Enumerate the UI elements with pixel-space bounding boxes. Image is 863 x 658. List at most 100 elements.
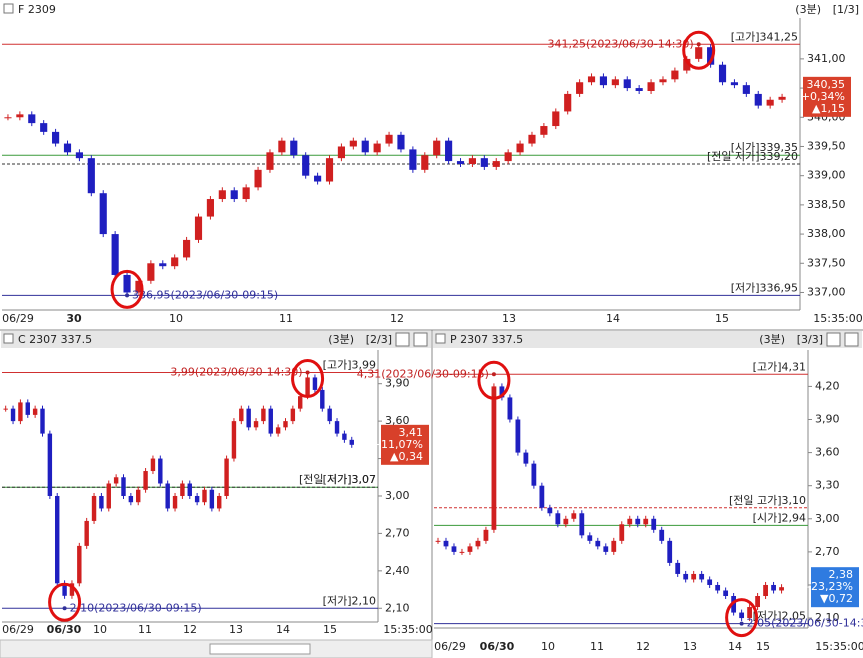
candle bbox=[99, 495, 104, 509]
reference-label: [고가]4,31 bbox=[753, 360, 806, 373]
y-tick-label: 339,50 bbox=[807, 139, 846, 152]
candle bbox=[435, 540, 441, 542]
reference-label: [전일 저가]3,07 bbox=[299, 472, 376, 486]
candle bbox=[55, 495, 60, 584]
y-tick-label: 3,00 bbox=[385, 489, 410, 502]
candle bbox=[504, 152, 512, 162]
candle bbox=[627, 518, 633, 525]
reference-label: [시가]3,07 bbox=[323, 473, 376, 486]
candle bbox=[667, 540, 673, 563]
candle bbox=[611, 79, 619, 86]
reference-label: [전일 저가]339,20 bbox=[707, 149, 798, 163]
candle bbox=[619, 524, 625, 541]
candle bbox=[135, 280, 143, 293]
settings-button[interactable] bbox=[826, 332, 841, 347]
candle bbox=[47, 433, 53, 496]
candle bbox=[349, 439, 354, 445]
reference-label: [저가]2,05 bbox=[753, 610, 806, 623]
candle bbox=[723, 590, 729, 597]
candle bbox=[385, 134, 393, 144]
x-tick-label: 15 bbox=[323, 623, 337, 636]
candle bbox=[492, 161, 500, 167]
note-point bbox=[305, 370, 310, 375]
candle bbox=[571, 513, 577, 519]
candle bbox=[136, 489, 141, 503]
y-tick-label: 338,50 bbox=[807, 198, 846, 211]
time-label: 15:35:00 bbox=[813, 312, 862, 325]
panel-page: [2/3] bbox=[366, 333, 392, 346]
checkbox[interactable] bbox=[3, 333, 14, 344]
candle bbox=[747, 607, 753, 619]
candle bbox=[480, 158, 488, 167]
candle bbox=[10, 408, 16, 422]
y-tick-label: 3,00 bbox=[815, 512, 840, 525]
candle bbox=[314, 175, 322, 182]
highlight-circle bbox=[48, 582, 82, 622]
y-tick-label: 4,20 bbox=[815, 379, 840, 392]
candle bbox=[230, 190, 238, 200]
candle bbox=[409, 149, 417, 170]
badge-change-pct: +11,07% bbox=[372, 438, 423, 451]
candle bbox=[587, 76, 596, 83]
candle bbox=[531, 463, 537, 486]
candle bbox=[40, 408, 45, 434]
candle bbox=[499, 386, 505, 398]
badge-change-pct: -23,23% bbox=[807, 580, 853, 593]
candle bbox=[106, 483, 111, 509]
candle bbox=[635, 518, 641, 525]
candle bbox=[699, 573, 705, 580]
candle bbox=[754, 93, 762, 106]
price-note: 3,99(2023/06/30-14:30) bbox=[170, 365, 302, 378]
candle bbox=[320, 389, 325, 409]
x-tick-label: 10 bbox=[541, 640, 555, 653]
candle bbox=[128, 495, 134, 503]
scroll-thumb[interactable] bbox=[209, 643, 311, 655]
candle bbox=[635, 88, 643, 91]
candle bbox=[84, 520, 89, 546]
x-tick-label: 12 bbox=[390, 312, 404, 325]
candle bbox=[194, 495, 200, 503]
candle bbox=[62, 583, 67, 596]
y-tick-label: 2,70 bbox=[815, 545, 840, 558]
panel-period: (3분) bbox=[328, 333, 354, 346]
candle bbox=[671, 70, 679, 80]
close-button[interactable] bbox=[844, 332, 859, 347]
candle bbox=[695, 47, 703, 59]
candle bbox=[147, 263, 155, 281]
reference-label: [저가]336,95 bbox=[731, 281, 798, 294]
x-tick-label: 14 bbox=[728, 640, 742, 653]
y-tick-label: 3,90 bbox=[815, 413, 840, 426]
settings-button[interactable] bbox=[395, 332, 410, 347]
candle bbox=[224, 458, 229, 496]
candle bbox=[651, 518, 657, 530]
checkbox[interactable] bbox=[3, 3, 14, 14]
candle bbox=[523, 452, 529, 464]
candle bbox=[595, 540, 601, 547]
candle bbox=[77, 545, 82, 584]
candle bbox=[555, 513, 561, 525]
title-bar bbox=[433, 331, 862, 348]
candle bbox=[491, 386, 497, 530]
candle bbox=[451, 546, 457, 552]
candle bbox=[643, 518, 649, 525]
candle bbox=[683, 58, 691, 71]
candle bbox=[675, 562, 681, 574]
candle bbox=[707, 47, 715, 65]
x-tick-label: 11 bbox=[279, 312, 293, 325]
candle bbox=[4, 117, 12, 119]
candle bbox=[159, 263, 167, 267]
candle bbox=[32, 408, 38, 415]
candle bbox=[456, 161, 465, 164]
checkbox[interactable] bbox=[435, 333, 446, 344]
candle bbox=[278, 140, 286, 153]
candle bbox=[445, 140, 453, 162]
y-tick-label: 337,00 bbox=[807, 285, 846, 298]
candle bbox=[564, 93, 572, 112]
close-button[interactable] bbox=[413, 332, 428, 347]
badge-price: 340,35 bbox=[807, 78, 846, 91]
price-note: 2,05(2023/06/30-14:30) bbox=[747, 617, 863, 630]
x-tick-label: 12 bbox=[636, 640, 650, 653]
x-tick-label: 06/30 bbox=[47, 623, 82, 636]
candle bbox=[475, 540, 481, 547]
